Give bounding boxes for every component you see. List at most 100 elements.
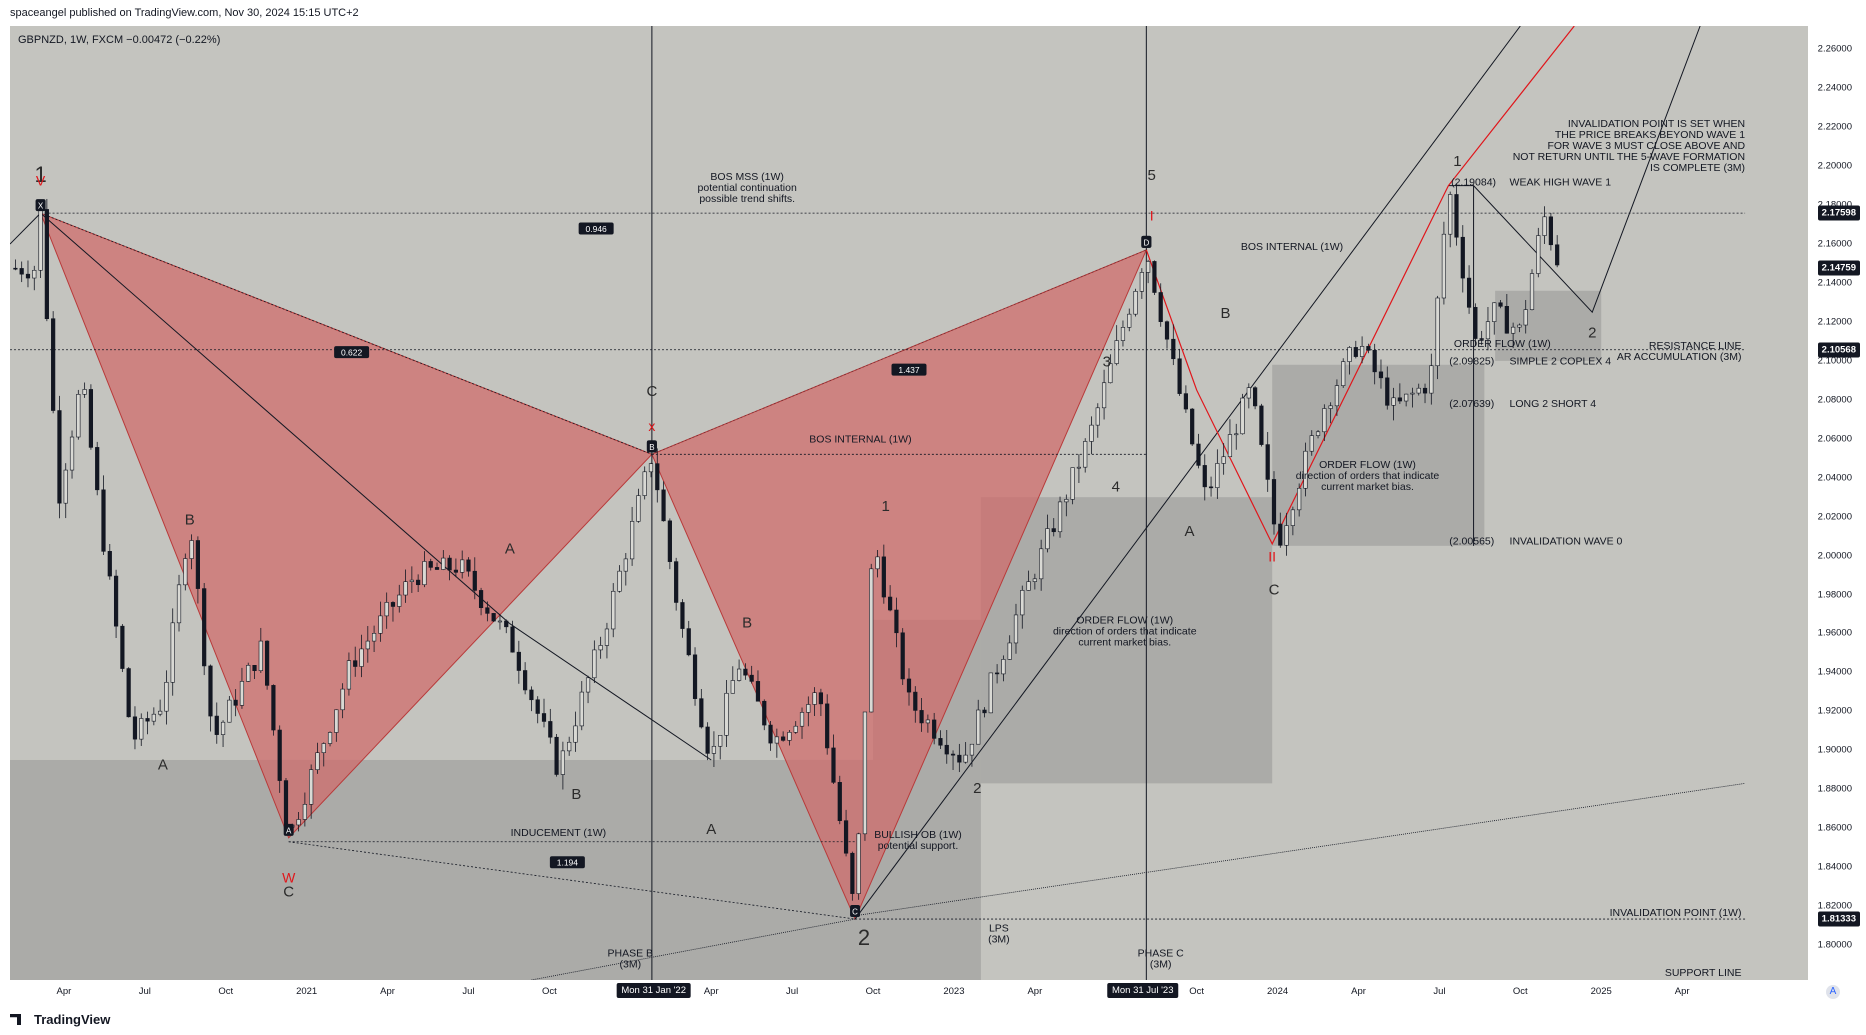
candle-body bbox=[145, 718, 150, 722]
candle-body bbox=[1366, 346, 1371, 351]
support-line bbox=[855, 782, 1746, 917]
candle-body bbox=[944, 744, 949, 755]
candle-body bbox=[1221, 456, 1226, 464]
candle-body bbox=[1083, 441, 1088, 468]
candle-body bbox=[1385, 377, 1390, 406]
candle-body bbox=[1341, 361, 1346, 386]
harmonic-triangle bbox=[651, 248, 1148, 921]
candle-body bbox=[384, 602, 389, 617]
chart-annotation: INDUCEMENT (1W) bbox=[511, 827, 606, 839]
candle-body bbox=[1051, 528, 1056, 533]
chart-annotation: (2.07639) bbox=[1449, 398, 1494, 410]
candle-body bbox=[220, 721, 226, 735]
candle-body bbox=[699, 698, 704, 728]
candle-body bbox=[1133, 291, 1138, 315]
candle-body bbox=[806, 704, 811, 713]
candle-body bbox=[925, 719, 930, 724]
candle-body bbox=[1297, 487, 1302, 511]
candle-body bbox=[692, 654, 698, 699]
candle-body bbox=[1435, 297, 1440, 367]
candle-body bbox=[38, 209, 43, 271]
price-tick: 2.04000 bbox=[1817, 472, 1852, 484]
chart-annotation: SIMPLE 2 COPLEX 4 bbox=[1510, 355, 1612, 367]
candle-body bbox=[787, 731, 792, 741]
candle-body bbox=[667, 520, 672, 562]
candle-body bbox=[1114, 340, 1119, 364]
candle-body bbox=[995, 672, 1000, 675]
order-flow-zone bbox=[1495, 290, 1602, 361]
candle-body bbox=[378, 615, 383, 634]
chart-annotation: BOS INTERNAL (1W) bbox=[1241, 241, 1343, 253]
symbol-legend: GBPNZD, 1W, FXCM −0.00472 (−0.22%) bbox=[18, 34, 221, 46]
candle-body bbox=[371, 633, 377, 642]
candle-body bbox=[1429, 365, 1434, 394]
candle-body bbox=[428, 561, 433, 568]
wave-label: B bbox=[571, 786, 581, 803]
wave-label: A bbox=[1184, 523, 1194, 540]
candle-body bbox=[1001, 659, 1006, 675]
candle-body bbox=[869, 568, 874, 713]
wave-label: A bbox=[158, 757, 168, 774]
wave-label: B bbox=[742, 615, 752, 632]
candle-body bbox=[655, 463, 660, 491]
candle-body bbox=[1555, 244, 1560, 266]
candle-body bbox=[1404, 393, 1409, 402]
chart-annotation: ORDER FLOW (1W) direction of orders that … bbox=[1053, 615, 1197, 649]
candle-body bbox=[932, 719, 937, 739]
candle-body bbox=[781, 736, 786, 741]
candle-body bbox=[1479, 338, 1484, 340]
wave-label: B bbox=[185, 511, 195, 528]
candle-body bbox=[365, 640, 370, 650]
candle-body bbox=[1253, 387, 1258, 407]
candle-body bbox=[1057, 501, 1063, 533]
candle-body bbox=[560, 750, 565, 775]
price-tick: 1.80000 bbox=[1817, 939, 1852, 951]
candle-body bbox=[1227, 434, 1233, 458]
candle-body bbox=[390, 602, 396, 607]
candle-body bbox=[636, 495, 641, 522]
time-tick: Apr bbox=[1674, 986, 1690, 997]
chart-annotation: SUPPORT LINE bbox=[1665, 967, 1742, 979]
wave-label: 5 bbox=[1148, 167, 1156, 184]
candle-body bbox=[1410, 392, 1415, 395]
candle-body bbox=[1013, 614, 1019, 644]
candle-body bbox=[1542, 216, 1547, 236]
chart-annotation: BOS MSS (1W) potential continuation possib… bbox=[698, 171, 797, 205]
candle-body bbox=[856, 833, 861, 894]
time-tick: Jul bbox=[1433, 986, 1446, 997]
candle-body bbox=[705, 726, 710, 754]
chart-annotation: WEAK HIGH WAVE 1 bbox=[1510, 177, 1612, 189]
time-tick: 2025 bbox=[1590, 986, 1612, 997]
candle-body bbox=[1391, 397, 1396, 406]
candle-body bbox=[227, 699, 232, 723]
candle-body bbox=[736, 668, 742, 681]
candle-body bbox=[950, 753, 956, 756]
candle-body bbox=[1020, 590, 1025, 616]
chart-canvas[interactable]: 0.9460.6221.4371.194XABBCDD1C51BAABAB122… bbox=[10, 26, 1808, 1004]
candle-body bbox=[485, 607, 490, 614]
candle-body bbox=[1101, 382, 1107, 409]
trend-line bbox=[1125, 205, 1197, 283]
ratio-label-text: 0.622 bbox=[341, 348, 363, 358]
candle-body bbox=[1328, 405, 1333, 409]
harmonic-point-label: B bbox=[649, 443, 654, 452]
candle-body bbox=[913, 691, 918, 711]
ratio-label: 0.622 bbox=[334, 346, 370, 359]
candle-body bbox=[1208, 486, 1214, 489]
candle-body bbox=[1045, 528, 1050, 550]
candle-body bbox=[1290, 509, 1295, 526]
candle-body bbox=[315, 752, 320, 771]
auto-scale-button[interactable]: A bbox=[1826, 985, 1840, 999]
candle-body bbox=[724, 692, 729, 736]
candle-body bbox=[504, 620, 509, 628]
time-axis[interactable]: Apr Jul Oct 2021 Apr Jul Oct Mon 31 Jan '22 Apr J… bbox=[10, 980, 1808, 1004]
price-tick: 2.10000 bbox=[1817, 355, 1852, 367]
time-tick: Mon 31 Jul '23 bbox=[1106, 983, 1179, 998]
candle-body bbox=[1315, 431, 1321, 436]
candle-body bbox=[1032, 578, 1037, 582]
candle-body bbox=[579, 691, 584, 727]
chart-plot-area[interactable]: GBPNZD, 1W, FXCM −0.00472 (−0.22%) 0.946… bbox=[10, 26, 1808, 1004]
price-axis[interactable]: 1.80000 1.82000 1.84000 1.86000 1.88000 1.900… bbox=[1808, 26, 1866, 1004]
wave-label: 3 bbox=[1103, 354, 1111, 371]
candle-body bbox=[730, 680, 735, 694]
